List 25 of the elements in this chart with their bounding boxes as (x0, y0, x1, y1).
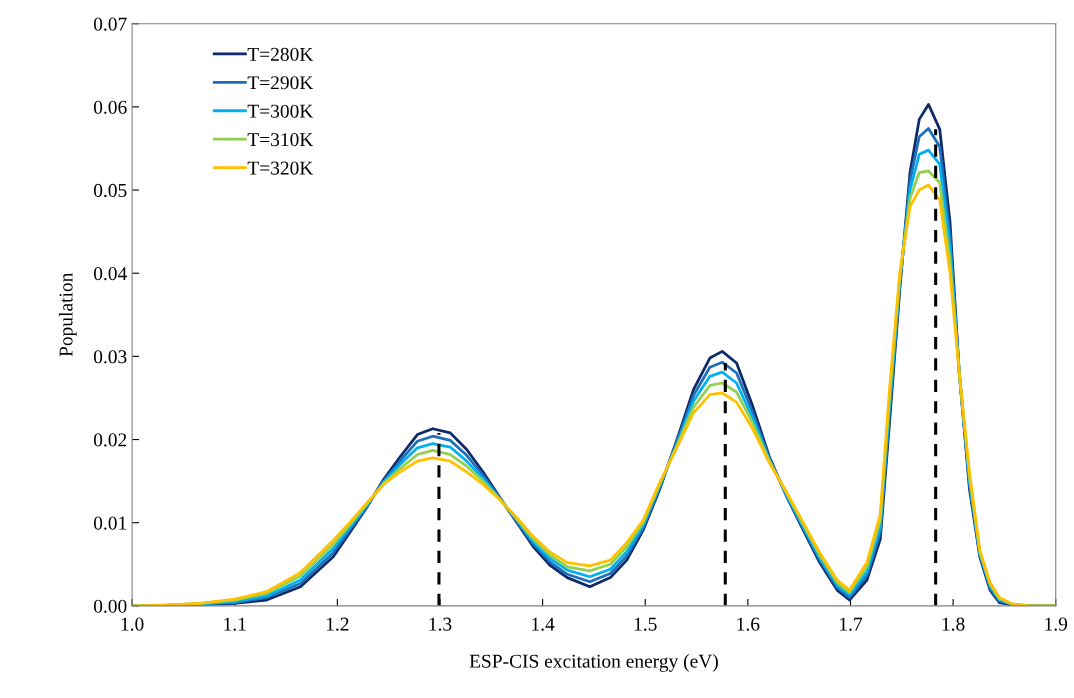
legend-label: T=290K (247, 76, 314, 90)
y-tick-label: 0.05 (93, 183, 127, 198)
legend-label: T=300K (247, 104, 314, 118)
y-axis-title: Population (58, 272, 77, 357)
x-tick-label: 1.0 (121, 617, 144, 631)
legend-label: T=280K (247, 47, 314, 61)
x-tick-label: 1.1 (224, 617, 246, 631)
y-tick-label: 0.00 (93, 599, 127, 613)
y-tick-label: 0.04 (93, 267, 127, 281)
legend-label: T=320K (247, 161, 314, 175)
x-tick-label: 1.2 (326, 617, 349, 631)
y-tick-label: 0.02 (93, 433, 127, 447)
x-tick-label: 1.5 (634, 617, 657, 631)
x-tick-label: 1.9 (1045, 617, 1068, 631)
y-tick-label: 0.07 (93, 17, 127, 31)
legend-label: T=310K (247, 133, 314, 147)
x-tick-label: 1.6 (737, 617, 760, 631)
y-tick-label: 0.01 (93, 516, 127, 530)
y-tick-label: 0.06 (93, 100, 127, 114)
x-axis-title: ESP-CIS excitation energy (eV) (469, 654, 718, 672)
x-tick-label: 1.7 (840, 617, 863, 631)
x-tick-label: 1.4 (532, 617, 555, 631)
x-tick-label: 1.8 (942, 617, 965, 631)
x-tick-label: 1.3 (429, 617, 452, 631)
y-tick-label: 0.03 (93, 350, 127, 364)
